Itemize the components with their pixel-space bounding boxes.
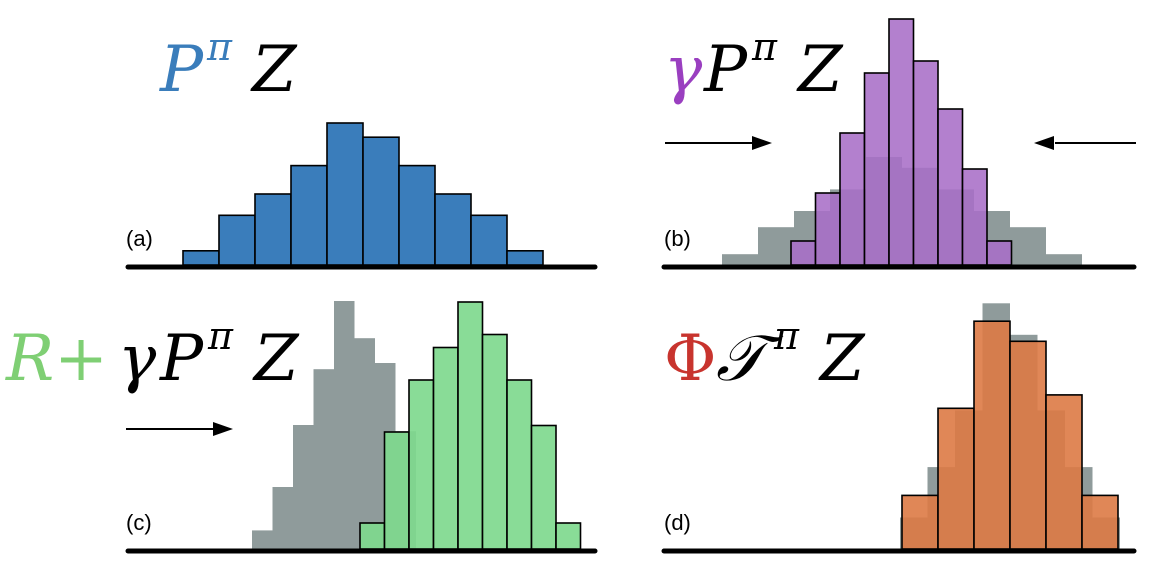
panel-a-histogram-bar xyxy=(470,214,508,266)
formula-operator-p: P xyxy=(703,33,748,107)
panel-d: Φ 𝒯 π Z (d) xyxy=(661,303,1137,554)
panel-b-histogram-bar xyxy=(961,168,988,266)
panel-a-histogram-bar xyxy=(398,164,436,266)
panel-b-background-bar xyxy=(1010,227,1046,265)
panel-a-histogram-bar xyxy=(434,193,472,266)
panel-c-background-bar xyxy=(313,369,334,549)
panel-c-histogram-bar xyxy=(383,431,410,550)
formula-variable-z: Z xyxy=(796,33,844,107)
panel-c-background-bar xyxy=(334,301,355,549)
panel-d-histogram-bar xyxy=(937,407,975,550)
arrow-right-icon xyxy=(126,422,233,436)
formula-superscript-pi: π xyxy=(751,25,778,69)
panel-c-histogram-bar xyxy=(555,522,582,550)
panel-c-formula: R+ γ P π Z xyxy=(5,314,300,396)
formula-variable-z: Z xyxy=(250,33,298,107)
panel-b-histogram-bar xyxy=(814,192,841,266)
panel-c-histogram-bar xyxy=(481,333,508,550)
panel-d-histogram-bar xyxy=(973,320,1011,550)
formula-prefix-phi: Φ xyxy=(664,322,716,396)
panel-b-label: (b) xyxy=(664,226,691,251)
panel-c-background-bar xyxy=(272,487,293,549)
formula-superscript-pi: π xyxy=(773,314,800,358)
arrow-right-icon xyxy=(665,136,772,150)
panel-c-histogram xyxy=(359,301,582,550)
panel-c-histogram-bar xyxy=(506,379,533,550)
panel-d-histogram-bar xyxy=(1009,340,1047,550)
panel-a-histogram xyxy=(182,122,544,266)
panel-b-background-bar xyxy=(758,227,794,265)
panel-b-histogram-bar xyxy=(937,108,964,266)
formula-prefix-gamma: γ xyxy=(664,33,703,107)
panel-d-histogram-bar xyxy=(1045,394,1083,550)
panel-b-histogram-bar xyxy=(839,132,866,266)
panel-b-background-bar xyxy=(1046,254,1082,265)
formula-prefix-r-plus: R+ xyxy=(5,322,108,396)
panel-c-histogram-bar xyxy=(359,522,386,550)
panel-b-histogram-bar xyxy=(790,240,817,266)
formula-gamma: γ xyxy=(118,322,157,396)
formula-superscript-pi: π xyxy=(206,25,233,69)
panel-b: γ P π Z (b) xyxy=(661,18,1137,270)
panel-c: R+ γ P π Z (c) xyxy=(5,301,598,554)
panel-d-histogram-bar xyxy=(901,494,939,550)
panel-c-background-bar xyxy=(354,338,375,549)
formula-variable-z: Z xyxy=(818,322,866,396)
panel-c-histogram-bar xyxy=(457,301,484,550)
panel-a-histogram-bar xyxy=(326,122,364,266)
panel-a-formula: P π Z xyxy=(159,25,298,107)
panel-b-histogram-bar xyxy=(863,72,890,266)
formula-operator-p: P xyxy=(159,322,204,396)
panel-a-histogram-bar xyxy=(290,164,328,266)
panel-d-histogram-bar xyxy=(1081,494,1119,550)
panel-c-histogram-bar xyxy=(432,346,459,550)
panel-c-background-bar xyxy=(252,530,273,549)
panel-d-histogram xyxy=(901,320,1119,550)
arrow-left-icon xyxy=(1034,136,1136,150)
panel-a-histogram-bar xyxy=(362,136,400,266)
panel-c-label: (c) xyxy=(126,510,152,535)
panel-b-histogram-bar xyxy=(912,60,939,266)
panel-b-background-bar xyxy=(722,254,758,265)
formula-operator-p: P xyxy=(159,33,204,107)
formula-variable-z: Z xyxy=(252,322,300,396)
panel-a-label: (a) xyxy=(126,226,153,251)
panel-b-formula: γ P π Z xyxy=(664,25,844,107)
formula-superscript-pi: π xyxy=(207,314,234,358)
panel-d-formula: Φ 𝒯 π Z xyxy=(664,314,866,396)
panel-b-histogram-bar xyxy=(888,18,915,266)
panel-b-histogram-bar xyxy=(986,240,1013,266)
panel-a-histogram-bar xyxy=(218,214,256,266)
panel-c-histogram-bar xyxy=(530,424,557,550)
panel-a-histogram-bar xyxy=(182,250,220,266)
panel-a: P π Z (a) xyxy=(125,25,598,270)
panel-c-histogram-bar xyxy=(408,379,435,550)
panel-c-background-bar xyxy=(293,425,314,549)
panel-a-histogram-bar xyxy=(254,193,292,266)
panel-a-histogram-bar xyxy=(506,250,544,266)
panel-d-label: (d) xyxy=(664,510,691,535)
